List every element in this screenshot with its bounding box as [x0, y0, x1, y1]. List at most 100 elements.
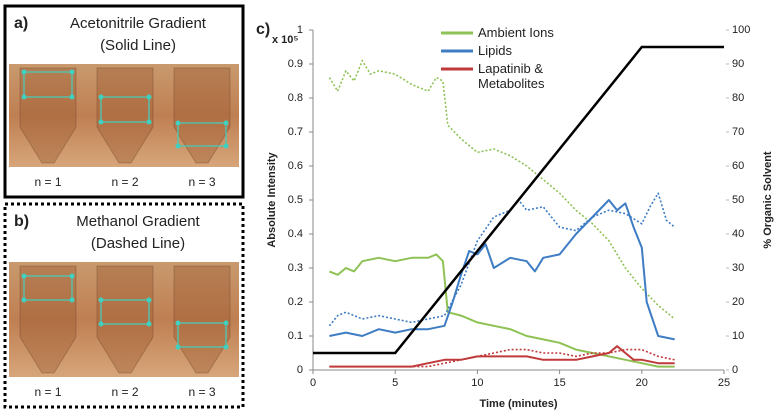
roi-point [146, 119, 152, 125]
roi-box [177, 122, 227, 147]
y2-tick-label: 50 [732, 194, 744, 206]
roi-point [69, 297, 75, 303]
roi-point [21, 94, 27, 100]
panel-label: c) [256, 21, 270, 38]
y2-tick-label: 100 [732, 24, 750, 36]
roi-point [175, 120, 181, 126]
y-tick-label: 0.4 [288, 228, 303, 240]
series-line [329, 199, 675, 341]
roi-box [23, 275, 73, 301]
y2-tick-label: 70 [732, 126, 744, 138]
sample-tube [173, 67, 231, 164]
x-tick-label: 15 [553, 377, 565, 389]
series-line [328, 59, 676, 320]
photo [9, 262, 239, 377]
roi-point [175, 344, 181, 350]
y2-tick-label: 40 [732, 228, 744, 240]
series-line [329, 253, 675, 368]
sample-label: n = 2 [111, 385, 138, 399]
chart: c)x 10⁵ Absolute Intensity % Organic Solve… [256, 21, 774, 410]
roi-point [98, 297, 104, 303]
y-tick-label: 0.9 [288, 58, 303, 70]
legend-item: Lapatinib & Metabolites [478, 61, 545, 91]
y-tick-label: 0.7 [288, 126, 303, 138]
roi-box [23, 71, 73, 98]
x-axis-title: Time (minutes) [479, 398, 557, 410]
y2-tick-label: 90 [732, 58, 744, 70]
roi-box [100, 96, 150, 123]
roi-box [177, 322, 227, 348]
roi-point [146, 94, 152, 100]
sample-tube [19, 265, 77, 374]
sample-tube [173, 265, 231, 374]
y-tick-label: 0.8 [288, 92, 303, 104]
panel-subtitle: (Dashed Line) [91, 235, 185, 252]
x-tick-label: 0 [310, 377, 316, 389]
roi-point [175, 143, 181, 149]
y-axis-title: Absolute Intensity [266, 151, 278, 247]
roi-point [98, 321, 104, 327]
y2-tick-label: 10 [732, 330, 744, 342]
series-line [329, 345, 675, 368]
roi-point [175, 320, 181, 326]
panel-frame [3, 202, 245, 409]
panel-frame [3, 4, 245, 199]
roi-point [21, 69, 27, 75]
series-line [328, 192, 676, 327]
y-multiplier: x 10⁵ [272, 34, 299, 46]
legend-label: Lipids [478, 43, 512, 58]
panel-title: Acetonitrile Gradient [70, 15, 207, 32]
solvent-gradient-line [313, 45, 724, 355]
x-tick-label: 10 [471, 377, 483, 389]
photo [9, 64, 239, 167]
roi-point [223, 344, 229, 350]
y-tick-label: 0.1 [288, 330, 303, 342]
panel-label: a) [14, 15, 28, 32]
y2-tick-label: 80 [732, 92, 744, 104]
roi-point [223, 320, 229, 326]
y2-axis-title: % Organic Solvent [762, 151, 774, 249]
sample-label: n = 1 [34, 175, 61, 189]
roi-point [98, 94, 104, 100]
y-tick-label: 1 [297, 24, 303, 36]
roi-point [223, 143, 229, 149]
sample-label: n = 1 [34, 385, 61, 399]
sample-label: n = 3 [188, 175, 215, 189]
x-tick-label: 25 [718, 377, 730, 389]
sample-tube [96, 67, 154, 164]
sample-tube [19, 67, 77, 164]
y-tick-label: 0.6 [288, 160, 303, 172]
legend-label: Lapatinib & Metabolites [478, 61, 545, 91]
y-tick-label: 0.3 [288, 262, 303, 274]
x-tick-label: 5 [392, 377, 398, 389]
sample-label: n = 2 [111, 175, 138, 189]
roi-point [146, 297, 152, 303]
roi-box [100, 299, 150, 325]
roi-point [69, 94, 75, 100]
y2-tick-label: 20 [732, 296, 744, 308]
y-tick-label: 0.2 [288, 296, 303, 308]
roi-point [69, 273, 75, 279]
panel-label: b) [14, 213, 29, 230]
photo-panels: a) Acetonitrile Gradient (Solid Line) n = 1… [3, 4, 245, 409]
sample-tube [96, 265, 154, 374]
y2-tick-label: 60 [732, 160, 744, 172]
legend-item: Lipids [478, 43, 512, 58]
roi-point [69, 69, 75, 75]
legend-label: Ambient Ions [478, 25, 554, 40]
y2-tick-label: 30 [732, 262, 744, 274]
y-tick-label: 0 [297, 364, 303, 376]
panel-subtitle: (Solid Line) [100, 37, 176, 54]
y-tick-label: 0.5 [288, 194, 303, 206]
roi-point [223, 120, 229, 126]
panel-title: Methanol Gradient [76, 213, 200, 230]
sample-label: n = 3 [188, 385, 215, 399]
x-tick-label: 20 [636, 377, 648, 389]
roi-point [146, 321, 152, 327]
roi-point [98, 119, 104, 125]
y2-tick-label: 0 [732, 364, 738, 376]
roi-point [21, 297, 27, 303]
roi-point [21, 273, 27, 279]
legend-item: Ambient Ions [478, 25, 554, 40]
